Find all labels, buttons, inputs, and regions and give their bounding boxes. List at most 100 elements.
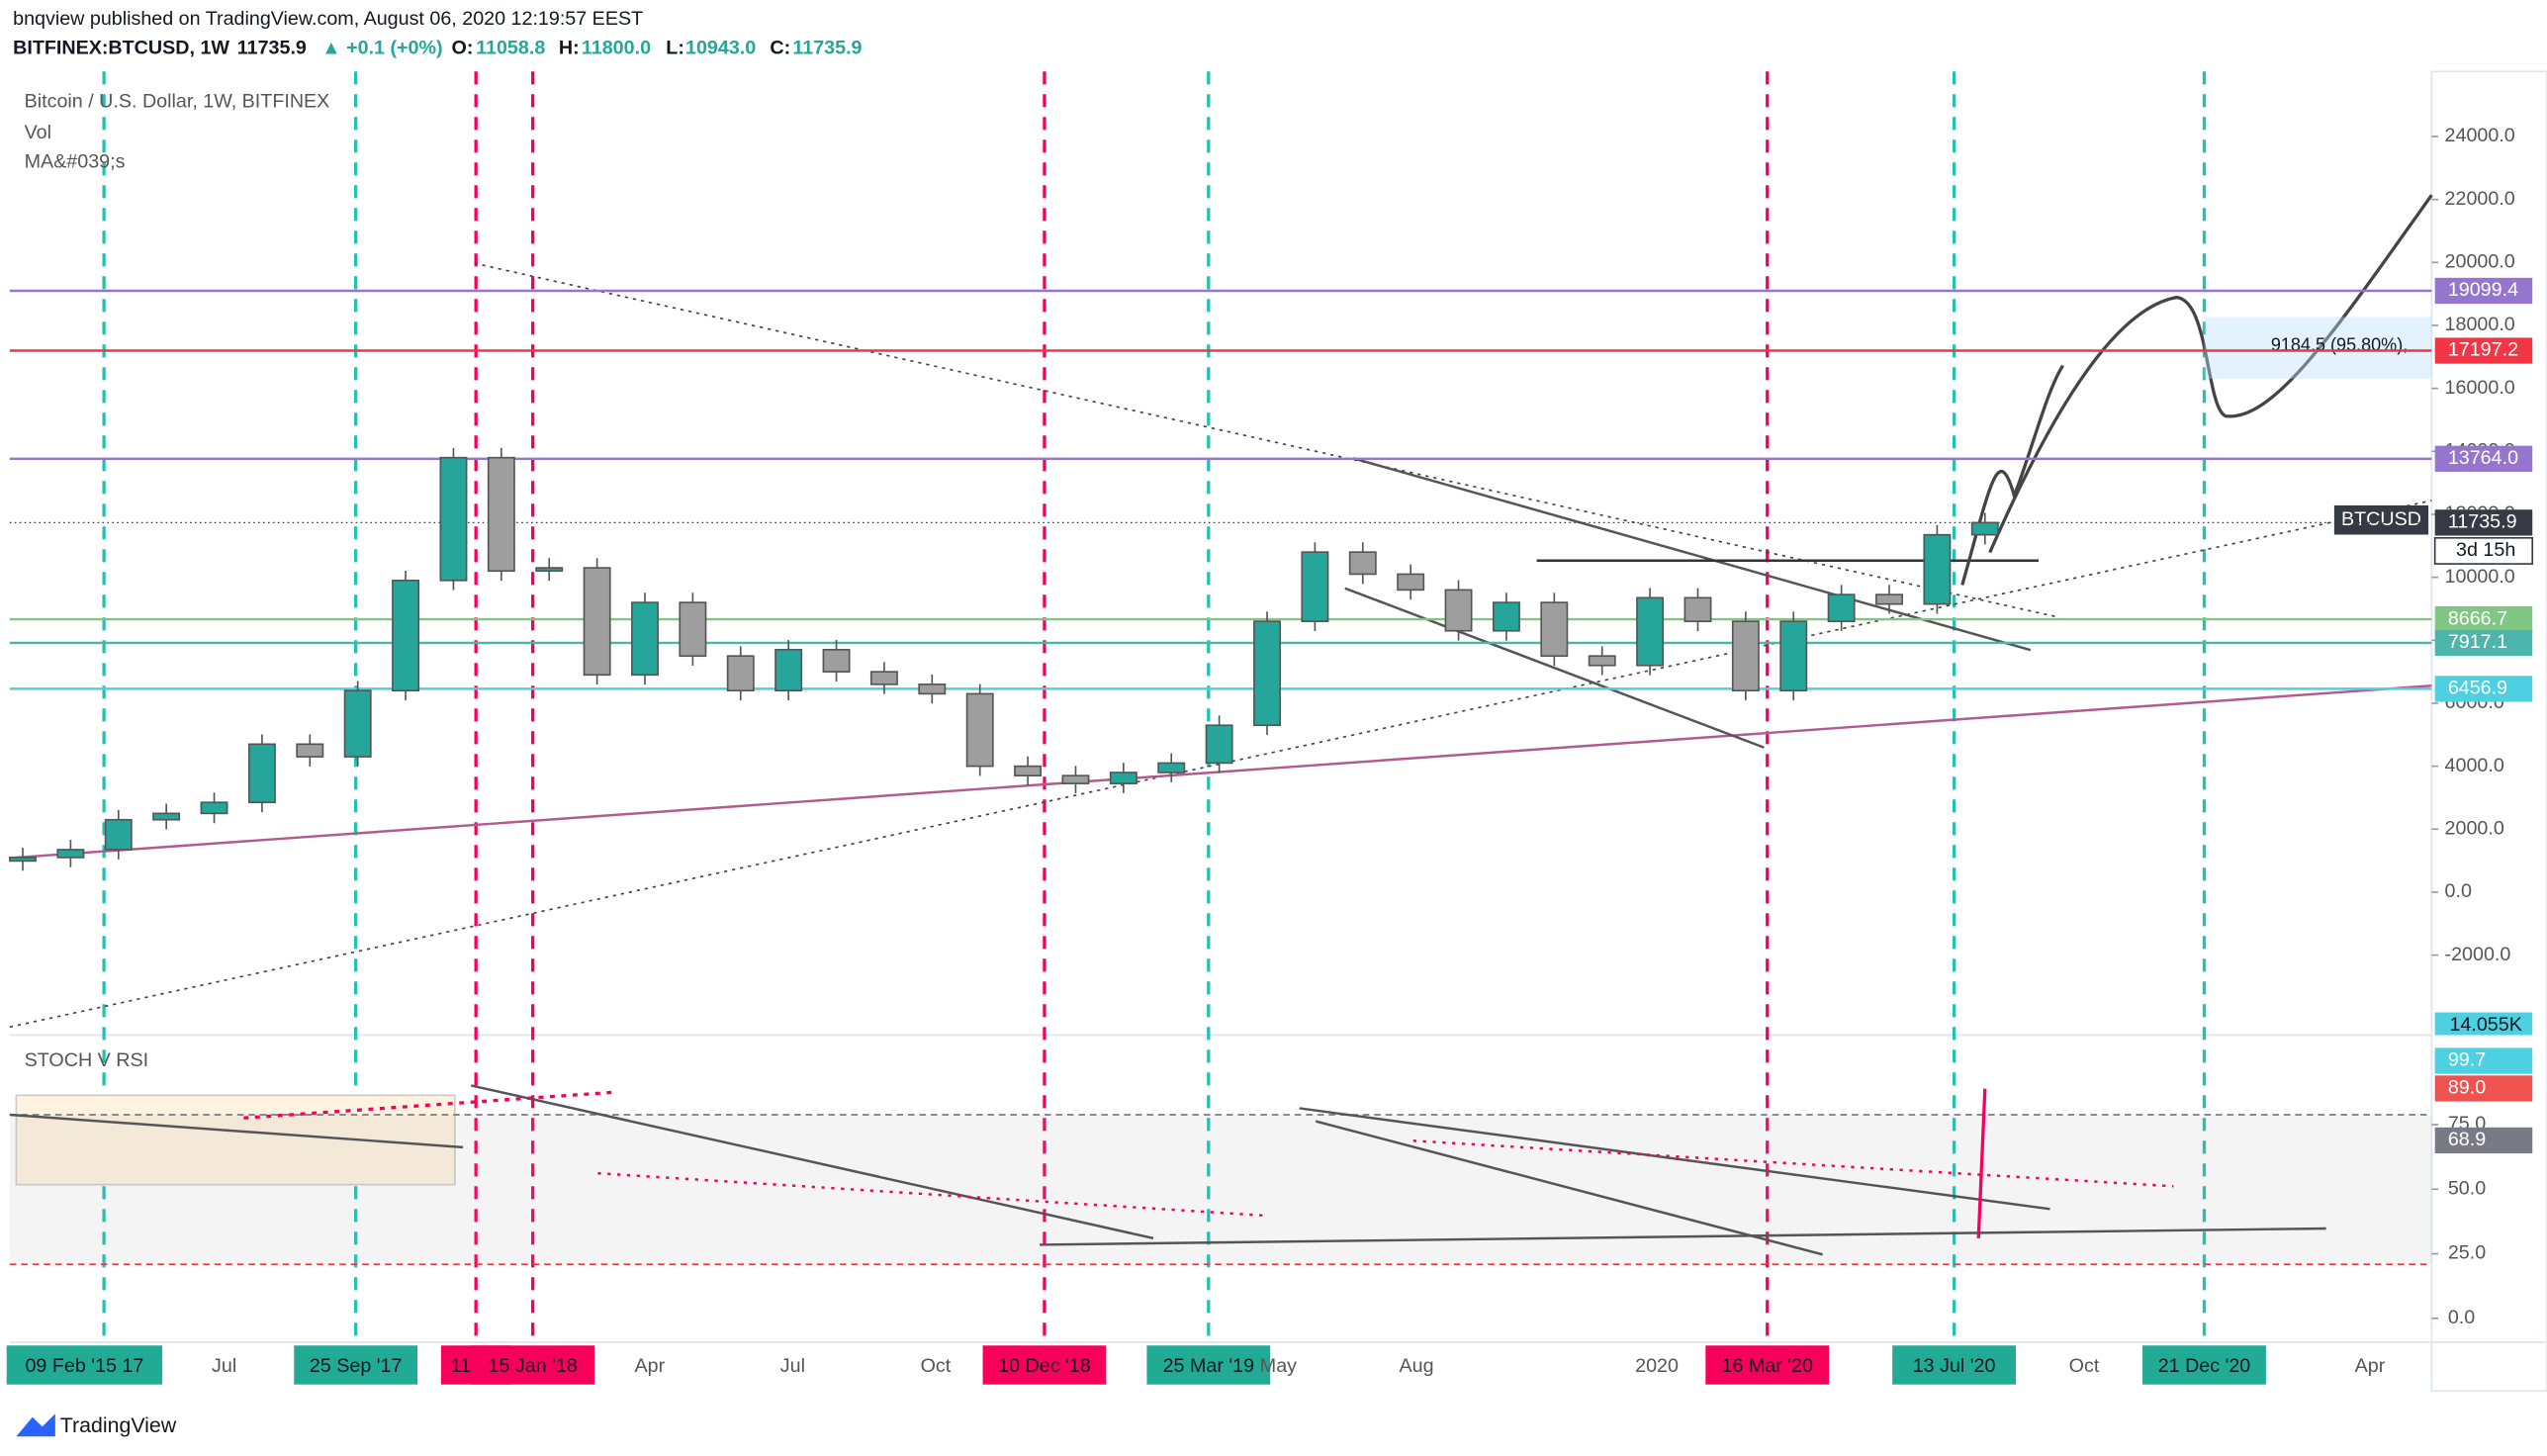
symbol-tag-box [2333, 504, 2429, 535]
candle [1923, 533, 1952, 605]
o-label: O: [452, 37, 474, 58]
x-label-box [982, 1345, 1107, 1385]
stoch-label-box [2434, 1127, 2533, 1154]
candle [200, 801, 228, 815]
candle [1301, 551, 1329, 623]
stoch-title: STOCH V RSI [25, 1049, 149, 1071]
y-tick-label: 24000.0 [2445, 125, 2515, 146]
candle [1348, 551, 1377, 576]
stoch-tick-label: 0.0 [2448, 1307, 2475, 1328]
candle [1205, 724, 1233, 765]
x-label-box [294, 1345, 418, 1385]
candle [1827, 593, 1856, 623]
price-label: 7917.1 [2448, 631, 2507, 653]
x-label: Oct [2069, 1355, 2100, 1377]
price-label: 19099.4 [2448, 279, 2518, 301]
x-label: May [1260, 1355, 1297, 1377]
candle [9, 857, 37, 863]
y-tick-label: -2000.0 [2445, 944, 2511, 965]
y-tick-label: 18000.0 [2445, 314, 2515, 335]
change: ▲ +0.1 (+0%) [321, 37, 442, 58]
x-label: 21 Dec '20 [2158, 1355, 2251, 1377]
vol-legend: Vol [25, 122, 51, 143]
candle [1540, 601, 1569, 658]
price-label-box [2434, 337, 2533, 364]
y-tick-label: 4000.0 [2445, 755, 2504, 776]
candle [1731, 620, 1760, 692]
x-label: Apr [2355, 1355, 2386, 1377]
candle [439, 456, 468, 582]
countdown-box [2433, 536, 2534, 565]
y-tick-label: 10000.0 [2445, 566, 2515, 588]
candle [392, 579, 420, 692]
countdown: 3d 15h [2456, 539, 2515, 561]
x-label: Apr [635, 1355, 666, 1377]
low: 10943.0 [685, 37, 756, 58]
candle [1061, 774, 1090, 784]
stoch-label: 68.9 [2448, 1129, 2486, 1150]
candle [1875, 593, 1903, 605]
candle [1014, 765, 1043, 776]
candle [104, 818, 133, 851]
price-label: 17197.2 [2448, 339, 2518, 361]
price-label: 8666.7 [2448, 607, 2507, 629]
price-label-box [2434, 605, 2533, 633]
x-label-box [1705, 1345, 1830, 1385]
y-tick-label: 22000.0 [2445, 188, 2515, 210]
candle [869, 671, 898, 685]
symbol-line: BITFINEX:BTCUSD, 1W 11735.9 ▲ +0.1 (+0%)… [13, 37, 862, 58]
candle [343, 689, 372, 758]
candle [1109, 772, 1137, 784]
stoch-label-box [2434, 1075, 2533, 1102]
drawings [9, 194, 2433, 1265]
x-label-box [1892, 1345, 2016, 1385]
x-label: Jul [212, 1355, 236, 1377]
candle [487, 456, 515, 573]
candle [152, 812, 181, 821]
y-tick-label: 20000.0 [2445, 251, 2515, 273]
h-label: H: [559, 37, 580, 58]
last: 11735.9 [237, 37, 307, 58]
y-tick-label: 2000.0 [2445, 817, 2504, 839]
x-label-box [2142, 1345, 2266, 1385]
open: 11058.8 [476, 37, 545, 58]
stoch-tick-label: 25.0 [2448, 1242, 2486, 1264]
y-tick-label: 0.0 [2445, 880, 2472, 902]
candle [774, 649, 803, 692]
y-tick-label: 16000.0 [2445, 377, 2515, 399]
series-title: Bitcoin / U.S. Dollar, 1W, BITFINEX [25, 91, 330, 113]
stoch-tick-label: 50.0 [2448, 1177, 2486, 1199]
candle [247, 743, 276, 804]
stoch-label: 89.0 [2448, 1077, 2486, 1099]
candle [1444, 589, 1473, 632]
x-label-box [1146, 1345, 1271, 1385]
l-label: L: [666, 37, 684, 58]
x-label: Jul [780, 1355, 805, 1377]
price-label-box [2434, 629, 2533, 657]
x-label: 13 Jul '20 [1913, 1355, 1996, 1377]
high: 11800.0 [582, 37, 651, 58]
price-label-box [2434, 445, 2533, 472]
price-label: 6456.9 [2448, 678, 2507, 699]
candle [296, 743, 324, 758]
x-label: Oct [921, 1355, 952, 1377]
candle [1636, 596, 1665, 667]
candle [631, 601, 659, 677]
candle [1397, 573, 1425, 592]
price-label: 11735.9 [2448, 511, 2517, 533]
price-label-box [2434, 509, 2533, 536]
stoch-label: 99.7 [2448, 1049, 2486, 1071]
publisher: bnqview published on TradingView.com, Au… [13, 8, 643, 30]
x-label-box [6, 1345, 163, 1385]
x-label: 15 Jan '18 [489, 1355, 578, 1377]
price-label: 13764.0 [2448, 447, 2518, 469]
candle [918, 683, 947, 695]
x-label-box [471, 1345, 595, 1385]
candle [1253, 620, 1281, 727]
candle [1970, 521, 1999, 536]
x-label: 10 Dec '18 [998, 1355, 1091, 1377]
stoch-label-box [2434, 1047, 2533, 1074]
x-label: 16 Mar '20 [1722, 1355, 1813, 1377]
candle [56, 849, 85, 859]
c-label: C: [770, 37, 790, 58]
